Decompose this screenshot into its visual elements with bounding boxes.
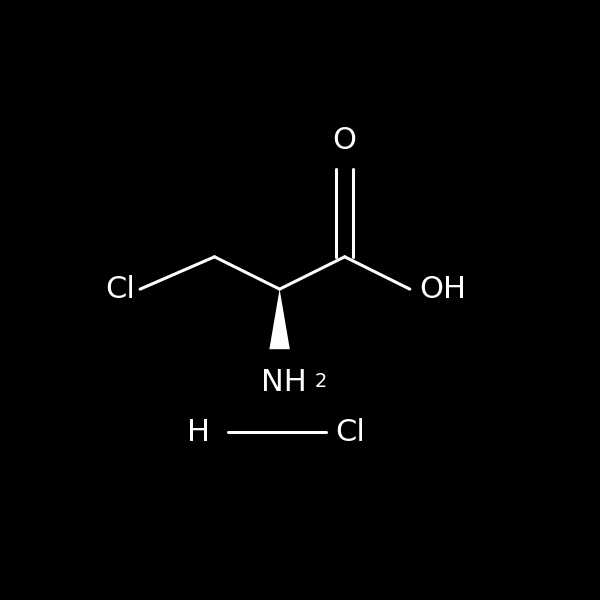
- Text: H: H: [187, 418, 210, 447]
- Text: Cl: Cl: [335, 418, 365, 447]
- Text: OH: OH: [419, 275, 466, 304]
- Polygon shape: [269, 289, 290, 349]
- Text: NH: NH: [261, 368, 307, 397]
- Text: Cl: Cl: [106, 275, 136, 304]
- Text: O: O: [332, 126, 356, 155]
- Text: 2: 2: [314, 372, 327, 391]
